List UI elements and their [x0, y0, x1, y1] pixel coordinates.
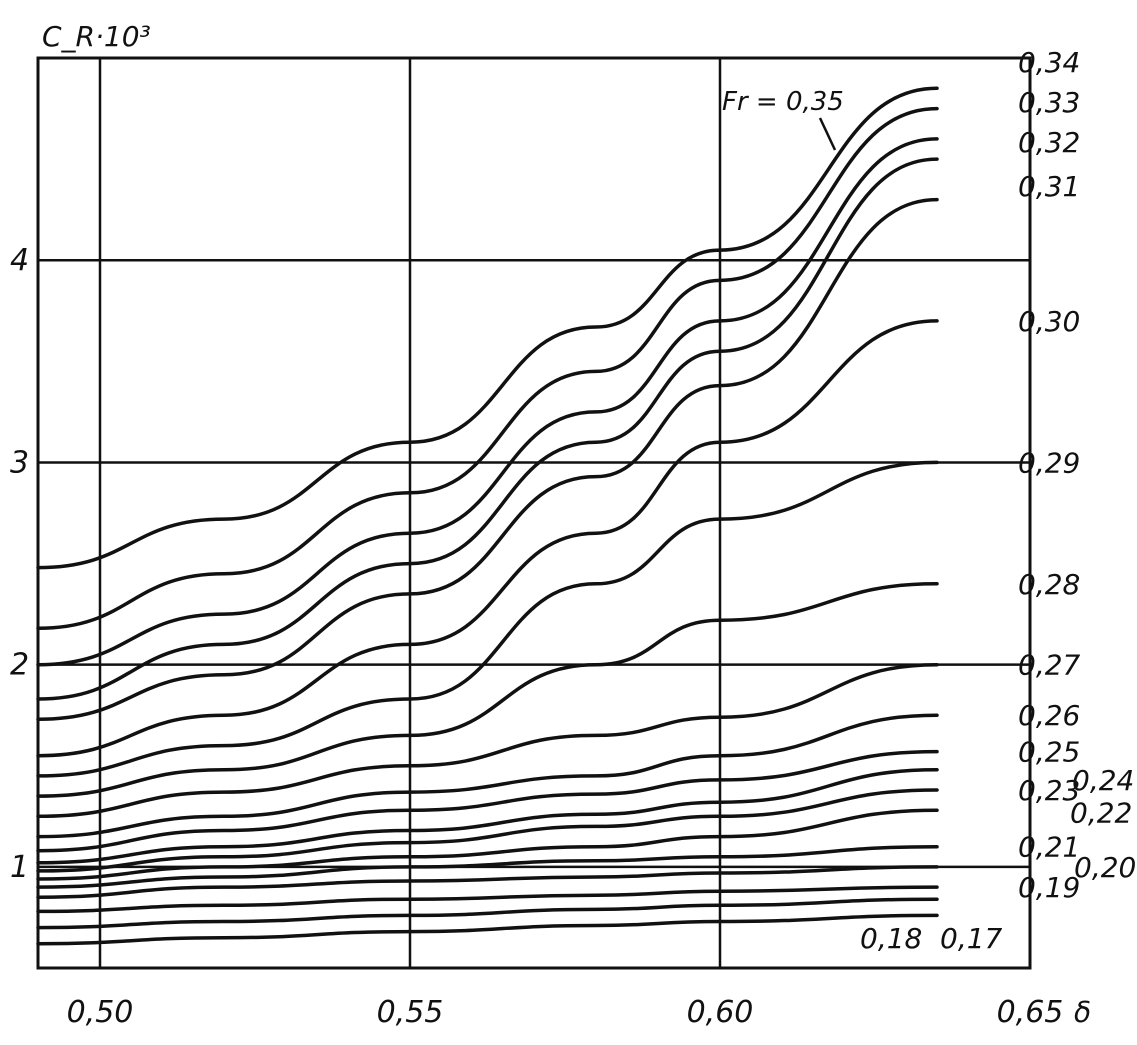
curve-label: 0,22 [1070, 796, 1132, 829]
curve-label: 0,24 [1072, 764, 1134, 797]
curve-fr-0-22 [36, 808, 939, 881]
x-tick-label: 0,65 [997, 995, 1064, 1030]
annotation-leader [818, 117, 837, 151]
curve-label: 0,33 [1018, 86, 1080, 119]
x-tick-label: 0,60 [687, 995, 754, 1030]
curve-label: 0,34 [1018, 46, 1080, 79]
grid: 0,50 0,55 0,60 0,65 1 2 3 4 [10, 56, 1064, 1030]
curve-label: 0,20 [1074, 851, 1136, 884]
x-tick-label: 0,50 [67, 995, 134, 1030]
curve-label: 0,27 [1018, 649, 1081, 682]
curve-fr-0-23 [36, 788, 939, 873]
curve-label: 0,29 [1018, 446, 1080, 479]
curve-label: 0,25 [1018, 736, 1080, 769]
fr-annotation: Fr = 0,35 [722, 87, 844, 117]
labels: 0,34 0,33 0,32 0,31 0,30 0,29 0,28 0,27 0,26 0,25… [818, 46, 1136, 955]
curve-fr-0-21 [36, 844, 939, 889]
curve-label: 0,19 [1018, 871, 1080, 904]
y-axis-title: C_R·10³ [42, 20, 151, 53]
curve-label: 0,18 [860, 922, 922, 955]
curve-label: 0,30 [1018, 305, 1080, 338]
curve-fr-0-34 [36, 106, 939, 631]
curve-fr-0-26 [36, 713, 939, 839]
curve-fr-0-35 [36, 86, 939, 570]
curve-fr-0-32 [36, 157, 939, 701]
curve-fr-0-20 [36, 865, 939, 899]
curve-fr-0-30 [36, 319, 939, 758]
y-tick-label: 4 [10, 243, 29, 278]
curve-fr-0-31 [36, 197, 939, 722]
curve-fr-0-24 [36, 768, 939, 865]
curves [36, 86, 939, 946]
curve-fr-0-17 [36, 913, 939, 946]
curve-label: 0,23 [1018, 774, 1080, 807]
curve-fr-0-25 [36, 749, 939, 853]
y-tick-label: 3 [10, 445, 29, 480]
curve-fr-0-18 [36, 897, 939, 930]
curve-label: 0,28 [1018, 568, 1080, 601]
curve-fr-0-29 [36, 460, 939, 778]
curve-label: 0,32 [1018, 126, 1080, 159]
curve-fr-0-33 [36, 137, 939, 667]
curve-label: 0,31 [1018, 170, 1080, 203]
x-tick-label: 0,55 [377, 995, 444, 1030]
curve-label: 0,26 [1018, 699, 1080, 732]
curve-fr-0-28 [36, 582, 939, 798]
y-tick-label: 1 [10, 850, 29, 885]
curve-fr-0-27 [36, 662, 939, 819]
curve-fr-0-19 [36, 885, 939, 914]
y-tick-label: 2 [10, 648, 29, 683]
curve-label: 0,17 [940, 922, 1003, 955]
curve-label: 0,21 [1018, 831, 1080, 864]
x-axis-title: δ [1074, 996, 1091, 1029]
